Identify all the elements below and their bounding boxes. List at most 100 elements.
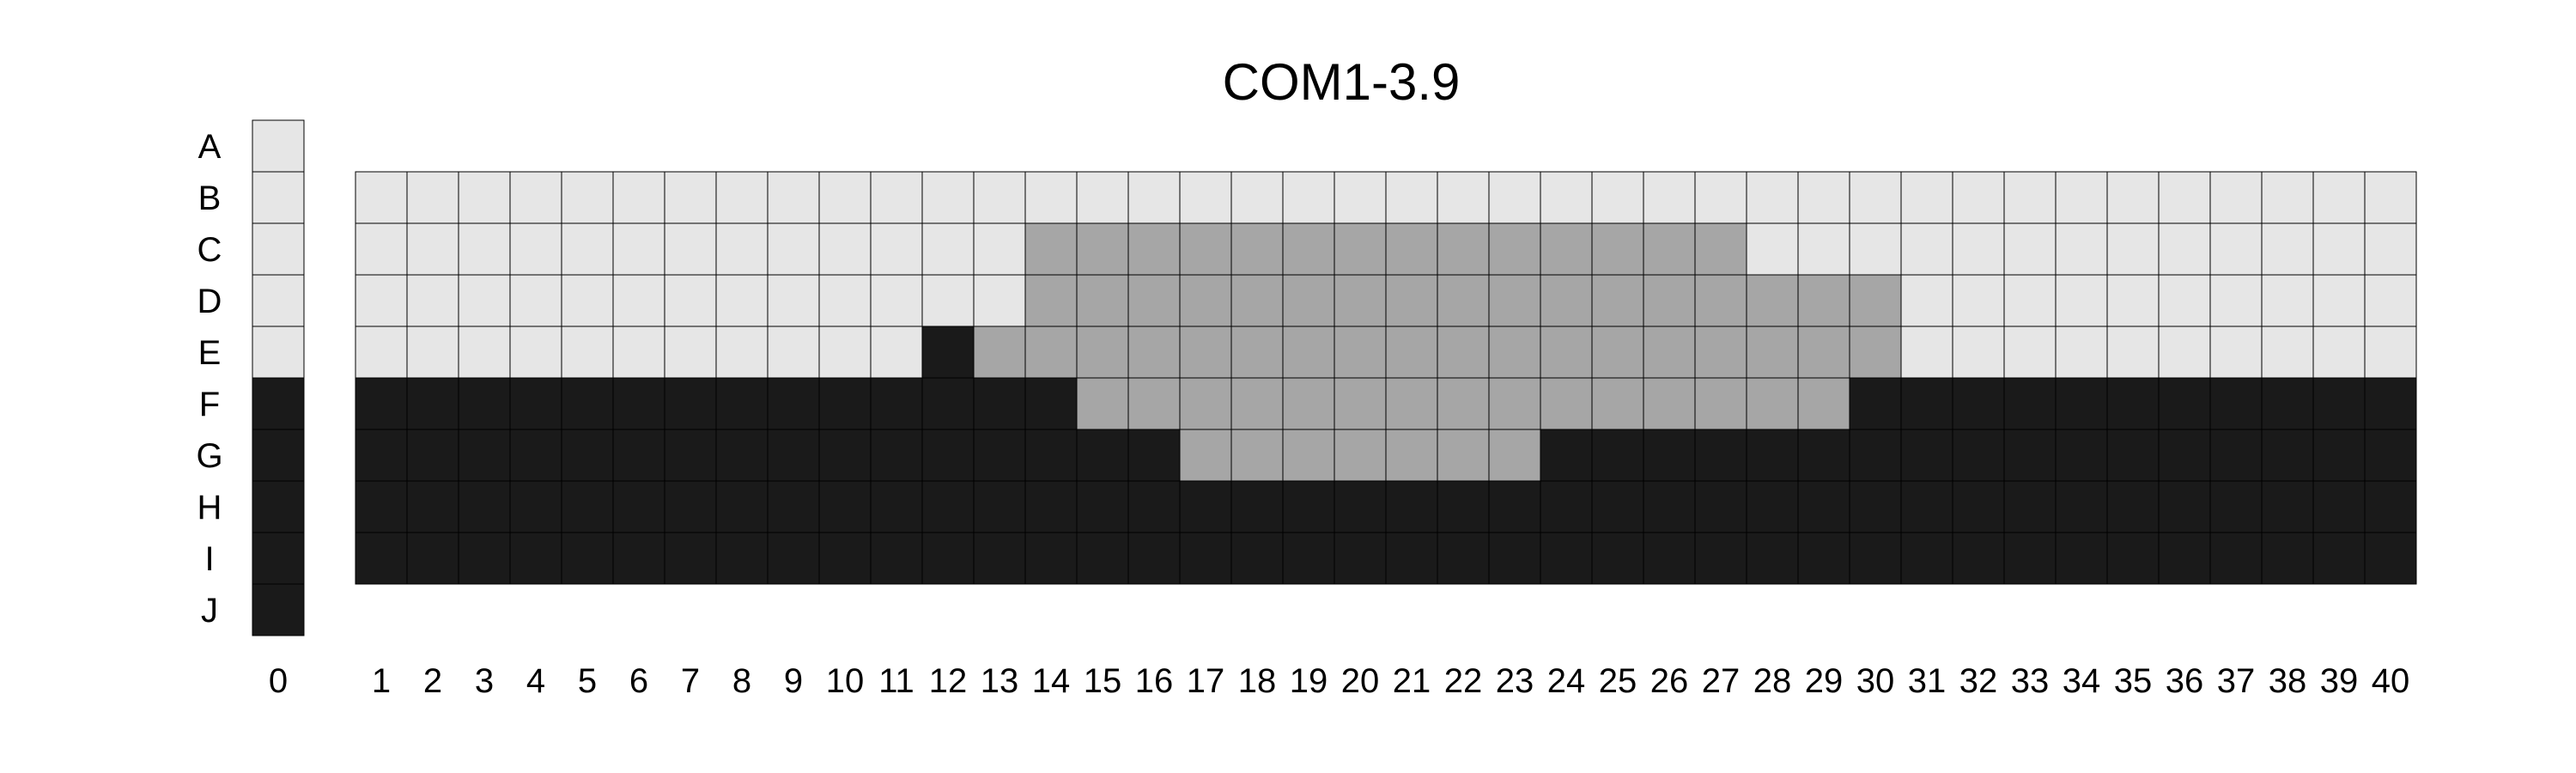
cell-i-8 xyxy=(715,532,769,585)
cell-g-30 xyxy=(1849,429,1902,482)
cell-h-37 xyxy=(2209,480,2263,533)
ref-cell-f xyxy=(252,377,305,430)
cell-h-31 xyxy=(1900,480,1953,533)
cell-g-17 xyxy=(1179,429,1232,482)
cell-c-28 xyxy=(1746,222,1799,276)
cell-b-13 xyxy=(973,171,1026,224)
cell-c-3 xyxy=(458,222,511,276)
cell-c-29 xyxy=(1797,222,1850,276)
col-label-15: 15 xyxy=(1084,662,1122,700)
cell-g-35 xyxy=(2106,429,2160,482)
row-label-a: A xyxy=(198,128,222,166)
cell-d-3 xyxy=(458,274,511,327)
cell-i-13 xyxy=(973,532,1026,585)
cell-b-10 xyxy=(818,171,872,224)
cell-c-5 xyxy=(561,222,614,276)
cell-f-36 xyxy=(2158,377,2211,430)
cell-d-23 xyxy=(1488,274,1541,327)
cell-d-28 xyxy=(1746,274,1799,327)
cell-d-39 xyxy=(2312,274,2366,327)
cell-h-32 xyxy=(1952,480,2005,533)
cell-f-22 xyxy=(1437,377,1490,430)
cell-e-12 xyxy=(921,326,975,379)
cell-d-19 xyxy=(1282,274,1335,327)
cell-h-23 xyxy=(1488,480,1541,533)
cell-f-26 xyxy=(1643,377,1696,430)
col-label-5: 5 xyxy=(578,662,597,700)
cell-e-9 xyxy=(767,326,820,379)
cell-f-39 xyxy=(2312,377,2366,430)
cell-b-23 xyxy=(1488,171,1541,224)
main-grid xyxy=(355,171,2417,585)
cell-h-4 xyxy=(509,480,562,533)
cell-d-29 xyxy=(1797,274,1850,327)
cell-e-38 xyxy=(2261,326,2314,379)
col-label-7: 7 xyxy=(681,662,700,700)
col-label-30: 30 xyxy=(1856,662,1895,700)
cell-c-13 xyxy=(973,222,1026,276)
cell-g-1 xyxy=(355,429,408,482)
cell-f-2 xyxy=(406,377,459,430)
cell-f-25 xyxy=(1591,377,1644,430)
col-label-11: 11 xyxy=(878,662,914,700)
cell-g-5 xyxy=(561,429,614,482)
cell-c-21 xyxy=(1385,222,1438,276)
cell-h-15 xyxy=(1076,480,1129,533)
cell-d-5 xyxy=(561,274,614,327)
cell-i-3 xyxy=(458,532,511,585)
cell-d-31 xyxy=(1900,274,1953,327)
cell-g-28 xyxy=(1746,429,1799,482)
cell-e-6 xyxy=(612,326,665,379)
col-label-31: 31 xyxy=(1908,662,1947,700)
cell-d-8 xyxy=(715,274,769,327)
cell-c-32 xyxy=(1952,222,2005,276)
cell-h-19 xyxy=(1282,480,1335,533)
cell-g-23 xyxy=(1488,429,1541,482)
cell-e-29 xyxy=(1797,326,1850,379)
cell-c-10 xyxy=(818,222,872,276)
cell-d-14 xyxy=(1024,274,1078,327)
cell-g-27 xyxy=(1694,429,1747,482)
cell-i-33 xyxy=(2003,532,2057,585)
cell-d-16 xyxy=(1127,274,1181,327)
cell-e-19 xyxy=(1282,326,1335,379)
col-label-14: 14 xyxy=(1032,662,1071,700)
cell-h-9 xyxy=(767,480,820,533)
col-label-6: 6 xyxy=(629,662,648,700)
cell-b-35 xyxy=(2106,171,2160,224)
cell-h-25 xyxy=(1591,480,1644,533)
cell-h-3 xyxy=(458,480,511,533)
cell-i-32 xyxy=(1952,532,2005,585)
cell-b-28 xyxy=(1746,171,1799,224)
cell-f-20 xyxy=(1334,377,1387,430)
row-label-d: D xyxy=(197,283,222,320)
col-label-40: 40 xyxy=(2372,662,2410,700)
cell-e-35 xyxy=(2106,326,2160,379)
cell-b-14 xyxy=(1024,171,1078,224)
cell-g-24 xyxy=(1540,429,1593,482)
cell-e-39 xyxy=(2312,326,2366,379)
col-label-22: 22 xyxy=(1444,662,1483,700)
ref-cell-a xyxy=(252,119,305,173)
cell-b-38 xyxy=(2261,171,2314,224)
cell-b-32 xyxy=(1952,171,2005,224)
cell-h-40 xyxy=(2364,480,2417,533)
cell-g-26 xyxy=(1643,429,1696,482)
cell-e-23 xyxy=(1488,326,1541,379)
cell-f-15 xyxy=(1076,377,1129,430)
cell-f-6 xyxy=(612,377,665,430)
cell-i-35 xyxy=(2106,532,2160,585)
cell-d-12 xyxy=(921,274,975,327)
cell-c-27 xyxy=(1694,222,1747,276)
cell-h-29 xyxy=(1797,480,1850,533)
ref-cell-h xyxy=(252,480,305,533)
col-label-16: 16 xyxy=(1135,662,1174,700)
cell-c-15 xyxy=(1076,222,1129,276)
cell-e-11 xyxy=(870,326,923,379)
cell-f-38 xyxy=(2261,377,2314,430)
ref-cell-b xyxy=(252,171,305,224)
cell-c-12 xyxy=(921,222,975,276)
ref-cell-c xyxy=(252,222,305,276)
cell-c-18 xyxy=(1230,222,1284,276)
cell-d-34 xyxy=(2055,274,2108,327)
